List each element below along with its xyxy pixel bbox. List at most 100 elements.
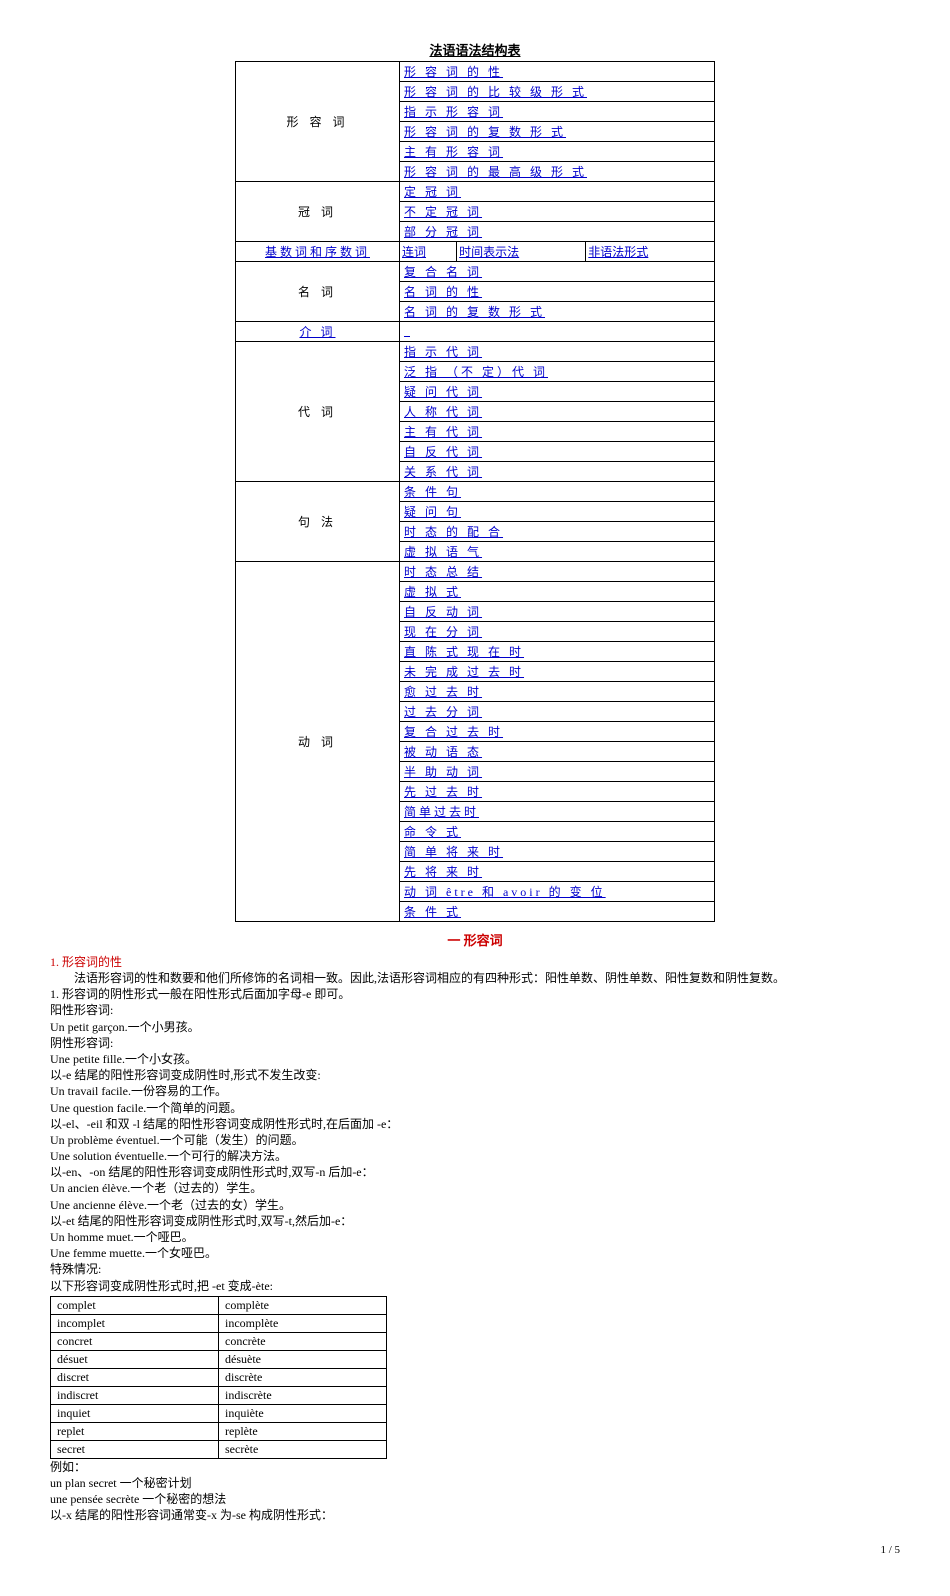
toc-link[interactable]: 自 反 代 词: [400, 442, 715, 462]
toc-link[interactable]: 被 动 语 态: [400, 742, 715, 762]
toc-link[interactable]: 形 容 词 的 复 数 形 式: [400, 122, 715, 142]
toc-link[interactable]: 时 态 的 配 合: [400, 522, 715, 542]
toc-category: 代 词: [236, 342, 400, 482]
table-cell: concret: [51, 1332, 219, 1350]
body-line: Un petit garçon.一个小男孩。: [50, 1019, 900, 1035]
toc-link[interactable]: 愈 过 去 时: [400, 682, 715, 702]
body-line: 特殊情况:: [50, 1261, 900, 1277]
after-table-text: 例如：un plan secret 一个秘密计划une pensée secrè…: [50, 1459, 900, 1524]
toc-link[interactable]: 形 容 词 的 比 较 级 形 式: [400, 82, 715, 102]
body-line: 例如：: [50, 1459, 900, 1475]
table-cell: replet: [51, 1422, 219, 1440]
toc-category: 名 词: [236, 262, 400, 322]
toc-link[interactable]: 条 件 式: [400, 902, 715, 922]
body-line: Un ancien élève.一个老（过去的）学生。: [50, 1180, 900, 1196]
toc-link[interactable]: 动 词 être 和 avoir 的 变 位: [400, 882, 715, 902]
toc-category[interactable]: 基数词和序数词: [236, 242, 400, 262]
toc-link[interactable]: 时间表示法: [457, 242, 586, 261]
toc-link[interactable]: 先 将 来 时: [400, 862, 715, 882]
toc-link[interactable]: 疑 问 句: [400, 502, 715, 522]
body-line: 阳性形容词:: [50, 1002, 900, 1018]
toc-link[interactable]: 主 有 形 容 词: [400, 142, 715, 162]
toc-link[interactable]: 条 件 句: [400, 482, 715, 502]
toc-link[interactable]: 部 分 冠 词: [400, 222, 715, 242]
toc-link[interactable]: 虚 拟 式: [400, 582, 715, 602]
body-line: 以-el、-eil 和双 -l 结尾的阳性形容词变成阴性形式时,在后面加 -e：: [50, 1116, 900, 1132]
table-cell: indiscret: [51, 1386, 219, 1404]
table-cell: concrète: [219, 1332, 387, 1350]
table-cell: secret: [51, 1440, 219, 1458]
toc-link[interactable]: 先 过 去 时: [400, 782, 715, 802]
body-line: Une femme muette.一个女哑巴。: [50, 1245, 900, 1261]
table-cell: complète: [219, 1296, 387, 1314]
toc-link[interactable]: 未 完 成 过 去 时: [400, 662, 715, 682]
body-line: 以-e 结尾的阳性形容词变成阴性时,形式不发生改变:: [50, 1067, 900, 1083]
body-line: 阴性形容词:: [50, 1035, 900, 1051]
table-cell: indiscrète: [219, 1386, 387, 1404]
toc-link[interactable]: 疑 问 代 词: [400, 382, 715, 402]
toc-link[interactable]: 指 示 形 容 词: [400, 102, 715, 122]
toc-link[interactable]: 不 定 冠 词: [400, 202, 715, 222]
toc-link[interactable]: 自 反 动 词: [400, 602, 715, 622]
toc-link[interactable]: 简 单 将 来 时: [400, 842, 715, 862]
body-line: 以-et 结尾的阳性形容词变成阴性形式时,双写-t,然后加-e：: [50, 1213, 900, 1229]
page-title: 法语语法结构表: [50, 40, 900, 59]
table-cell: complet: [51, 1296, 219, 1314]
body-line: Un travail facile.一份容易的工作。: [50, 1083, 900, 1099]
toc-link[interactable]: 复 合 名 词: [400, 262, 715, 282]
body-line: une pensée secrète 一个秘密的想法: [50, 1491, 900, 1507]
body-line: 以-x 结尾的阳性形容词通常变-x 为-se 构成阴性形式：: [50, 1507, 900, 1523]
table-cell: désuète: [219, 1350, 387, 1368]
section-heading: 一 形容词: [50, 930, 900, 949]
toc-category: 句 法: [236, 482, 400, 562]
table-cell: désuet: [51, 1350, 219, 1368]
toc-link[interactable]: 直 陈 式 现 在 时: [400, 642, 715, 662]
toc-link[interactable]: 复 合 过 去 时: [400, 722, 715, 742]
toc-link[interactable]: 名 词 的 复 数 形 式: [400, 302, 715, 322]
toc-link[interactable]: 泛 指 （不 定）代 词: [400, 362, 715, 382]
toc-link[interactable]: 现 在 分 词: [400, 622, 715, 642]
table-cell: discrète: [219, 1368, 387, 1386]
toc-link[interactable]: 虚 拟 语 气: [400, 542, 715, 562]
toc-category[interactable]: 介 词: [236, 322, 400, 342]
toc-link: [400, 322, 715, 342]
toc-link[interactable]: 时 态 总 结: [400, 562, 715, 582]
body-line: Un problème éventuel.一个可能（发生）的问题。: [50, 1132, 900, 1148]
body-line: Une question facile.一个简单的问题。: [50, 1100, 900, 1116]
toc-link[interactable]: 简单过去时: [400, 802, 715, 822]
toc-link[interactable]: 形 容 词 的 性: [400, 62, 715, 82]
table-cell: inquiet: [51, 1404, 219, 1422]
et-table: completcomplèteincompletincomplèteconcre…: [50, 1296, 387, 1459]
toc-link[interactable]: 命 令 式: [400, 822, 715, 842]
body-paragraphs: 法语形容词的性和数要和他们所修饰的名词相一致。因此,法语形容词相应的有四种形式：…: [50, 970, 900, 1294]
body-line: un plan secret 一个秘密计划: [50, 1475, 900, 1491]
body-line: 法语形容词的性和数要和他们所修饰的名词相一致。因此,法语形容词相应的有四种形式：…: [50, 970, 900, 986]
toc-link[interactable]: 定 冠 词: [400, 182, 715, 202]
table-cell: secrète: [219, 1440, 387, 1458]
toc-link[interactable]: 名 词 的 性: [400, 282, 715, 302]
toc-link[interactable]: 人 称 代 词: [400, 402, 715, 422]
toc-category: 动 词: [236, 562, 400, 922]
table-cell: discret: [51, 1368, 219, 1386]
body-line: 以-en、-on 结尾的阳性形容词变成阴性形式时,双写-n 后加-e：: [50, 1164, 900, 1180]
toc-link[interactable]: 连词: [400, 242, 457, 261]
toc-link[interactable]: 指 示 代 词: [400, 342, 715, 362]
toc-category: 形 容 词: [236, 62, 400, 182]
body-line: Une solution éventuelle.一个可行的解决方法。: [50, 1148, 900, 1164]
toc-link[interactable]: 关 系 代 词: [400, 462, 715, 482]
body-line: Un homme muet.一个哑巴。: [50, 1229, 900, 1245]
toc-link[interactable]: 半 助 动 词: [400, 762, 715, 782]
table-cell: incomplet: [51, 1314, 219, 1332]
table-cell: replète: [219, 1422, 387, 1440]
page-number: 1 / 5: [50, 1544, 900, 1556]
table-cell: incomplète: [219, 1314, 387, 1332]
toc-category: 冠 词: [236, 182, 400, 242]
table-cell: inquiète: [219, 1404, 387, 1422]
toc-table: 形 容 词形 容 词 的 性形 容 词 的 比 较 级 形 式指 示 形 容 词…: [235, 61, 715, 922]
toc-link[interactable]: 形 容 词 的 最 高 级 形 式: [400, 162, 715, 182]
toc-link[interactable]: 非语法形式: [586, 242, 714, 261]
toc-link[interactable]: 主 有 代 词: [400, 422, 715, 442]
body-line: 1. 形容词的阴性形式一般在阳性形式后面加字母-e 即可。: [50, 986, 900, 1002]
toc-link[interactable]: 过 去 分 词: [400, 702, 715, 722]
body-line: Une ancienne élève.一个老（过去的女）学生。: [50, 1197, 900, 1213]
